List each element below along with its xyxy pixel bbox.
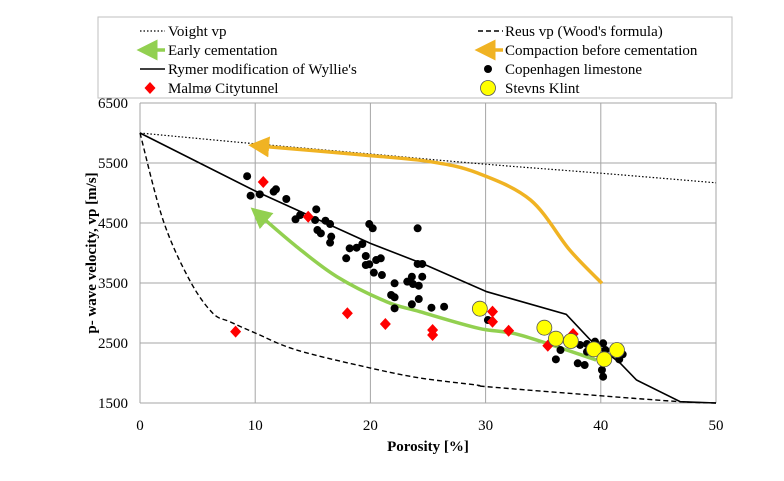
copenhagen-point — [255, 190, 264, 199]
orange-arrow — [248, 136, 604, 285]
points — [230, 172, 627, 381]
x-tick-label: 0 — [136, 418, 144, 434]
stevns-point — [596, 351, 613, 368]
copenhagen-point — [271, 185, 280, 194]
malmo-point — [230, 325, 242, 338]
x-axis-title: Porosity [%] — [387, 439, 469, 455]
copenhagen-point — [573, 359, 582, 368]
copenhagen-point — [418, 272, 427, 281]
legend-label: Voight vp — [168, 24, 226, 40]
copenhagen-point — [580, 361, 589, 370]
lines — [139, 132, 717, 404]
copenhagen-point — [246, 191, 255, 200]
copenhagen-point — [358, 240, 367, 248]
dashed-line-reus-vp-wood-s-formula- — [139, 132, 717, 404]
copenhagen-point — [376, 254, 385, 263]
copenhagen-point — [368, 224, 377, 233]
malmo-point — [379, 317, 391, 330]
copenhagen-point — [345, 244, 354, 253]
copenhagen-point — [361, 252, 370, 260]
legend: Voight vp Reus vp (Wood's formula) Early c… — [136, 24, 698, 97]
y-tick-label: 6500 — [98, 96, 128, 112]
copenhagen-point — [282, 195, 291, 203]
copenhagen-point — [377, 271, 386, 280]
malmo-point — [341, 307, 353, 320]
copenhagen-point — [440, 302, 449, 311]
stevns-point — [585, 341, 602, 358]
y-axis-title: p- wave velocity, vp [m/s] — [84, 172, 100, 333]
stevns-point — [547, 330, 564, 347]
copenhagen-point — [327, 232, 336, 241]
malmo-point — [427, 329, 439, 342]
copenhagen-point — [369, 268, 378, 277]
copenhagen-point — [599, 339, 608, 348]
malmo-point — [302, 210, 314, 223]
copenhagen-point — [312, 205, 321, 214]
copenhagen-point — [352, 243, 361, 252]
legend-label: Early cementation — [168, 43, 278, 59]
copenhagen-point — [427, 303, 436, 312]
legend-label: Copenhagen limestone — [505, 62, 642, 78]
copenhagen-point — [390, 304, 399, 313]
y-tick-label: 3500 — [98, 276, 128, 292]
x-tick-label: 40 — [593, 418, 608, 434]
y-tick-label: 2500 — [98, 336, 128, 352]
legend-box — [97, 16, 733, 99]
y-tick-label: 5500 — [98, 156, 128, 172]
copenhagen-point — [418, 259, 427, 268]
copenhagen-point — [551, 355, 560, 364]
x-tick-label: 50 — [709, 418, 724, 434]
legend-label: Reus vp (Wood's formula) — [505, 24, 663, 40]
copenhagen-point — [296, 211, 305, 220]
legend-label: Malmø Citytunnel — [168, 81, 278, 97]
copenhagen-point — [599, 372, 608, 381]
copenhagen-point — [316, 229, 325, 238]
stevns-point — [480, 80, 496, 96]
y-tick-label: 1500 — [98, 396, 128, 412]
copenhagen-point — [342, 254, 351, 263]
legend-label: Stevns Klint — [505, 81, 580, 97]
stevns-point — [609, 342, 625, 358]
tick-labels: 0 10 20 30 40 50 1500 2500 3500 4500 5500 6500 — [98, 96, 724, 434]
legend-label: Rymer modification of Wyllie's — [168, 62, 357, 78]
malmo-point — [487, 315, 499, 328]
x-tick-label: 20 — [363, 418, 378, 434]
stevns-point — [562, 333, 579, 349]
copenhagen-point — [407, 272, 416, 281]
green-arrow — [250, 207, 597, 362]
copenhagen-point — [326, 220, 335, 229]
y-tick-label: 4500 — [98, 216, 128, 232]
copenhagen-point — [556, 346, 565, 355]
copenhagen-point — [311, 216, 320, 224]
copenhagen-point — [326, 238, 335, 247]
malmo-point — [257, 176, 269, 189]
copenhagen-point — [413, 224, 422, 233]
stevns-point — [471, 300, 488, 317]
grid — [139, 102, 717, 404]
dotted-line-voight-vp — [139, 132, 717, 184]
malmo-point — [144, 82, 156, 94]
solid-line-rymer-modification-of-wyllie-s — [139, 132, 717, 404]
copenhagen-point — [243, 172, 252, 181]
x-tick-label: 10 — [248, 418, 263, 434]
copenhagen-point — [414, 295, 423, 304]
malmo-point — [503, 324, 515, 337]
copenhagen-point — [407, 300, 416, 309]
copenhagen-point — [365, 260, 374, 269]
stevns-point — [536, 319, 553, 336]
x-tick-label: 30 — [478, 418, 493, 434]
malmo-point — [487, 305, 499, 318]
copenhagen-point — [390, 293, 399, 302]
legend-label: Compaction before cementation — [505, 43, 698, 59]
copenhagen-point — [597, 366, 606, 374]
copenhagen-point — [390, 279, 399, 288]
copenhagen-point — [484, 65, 492, 73]
copenhagen-point — [414, 281, 423, 290]
